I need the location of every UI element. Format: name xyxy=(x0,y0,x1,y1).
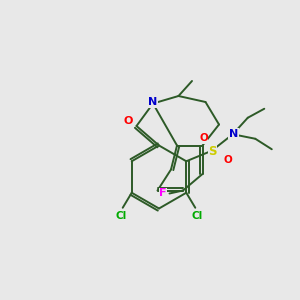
Text: O: O xyxy=(199,133,208,143)
Text: Cl: Cl xyxy=(191,211,202,221)
Text: O: O xyxy=(123,116,133,126)
Text: N: N xyxy=(229,129,238,139)
Text: Cl: Cl xyxy=(116,211,127,221)
Text: S: S xyxy=(208,145,217,158)
Text: O: O xyxy=(223,155,232,165)
Text: F: F xyxy=(159,188,167,199)
Text: N: N xyxy=(148,97,158,107)
